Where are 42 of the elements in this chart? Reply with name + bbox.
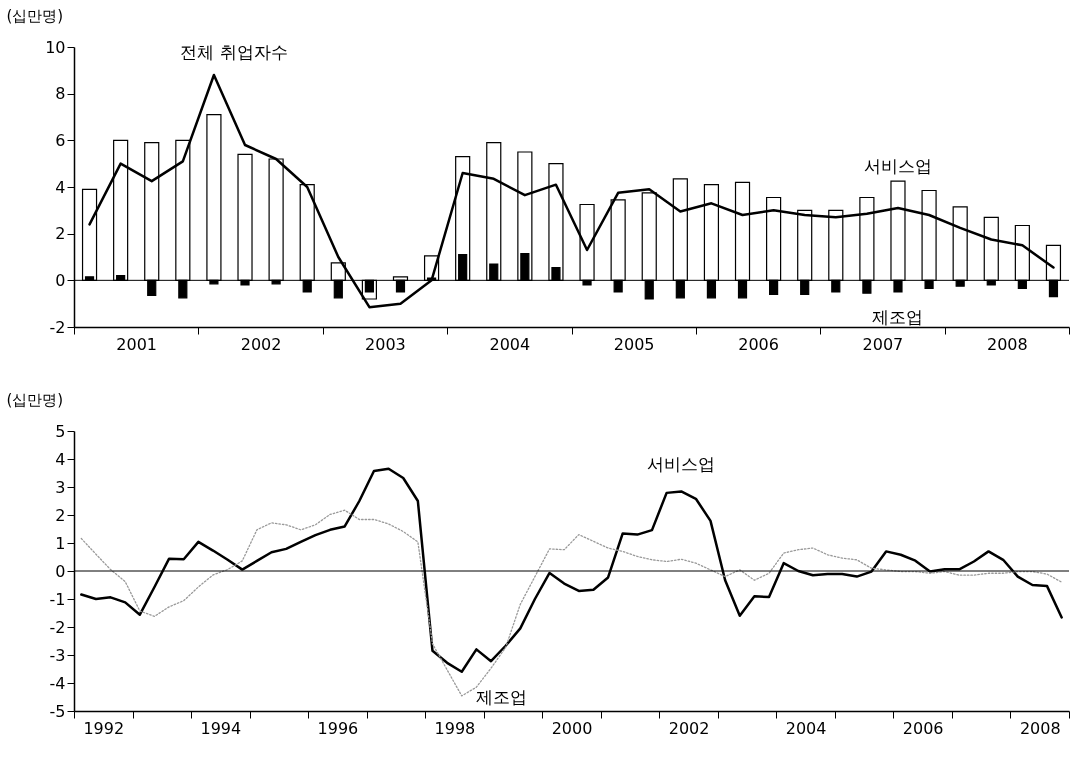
x-tick-label: 2003 bbox=[365, 334, 406, 354]
x-tick-label: 1996 bbox=[317, 718, 359, 738]
series-label: 전체 취업자수 bbox=[180, 42, 288, 62]
y-tick-label: 0 bbox=[55, 270, 66, 290]
series-label: 서비스업 bbox=[863, 156, 932, 177]
x-tick-label: 2002 bbox=[668, 718, 710, 738]
y-tick-label: 4 bbox=[55, 449, 66, 469]
x-tick-label: 2008 bbox=[1019, 718, 1061, 738]
x-tick-label: 2001 bbox=[116, 334, 158, 354]
y-axis-title: (십만명) bbox=[6, 6, 64, 25]
x-tick-label: 1994 bbox=[200, 718, 242, 738]
y-tick-label: -2 bbox=[49, 317, 66, 337]
series-label: 서비스업 bbox=[647, 454, 716, 475]
y-tick-label: -4 bbox=[49, 673, 66, 693]
y-tick-label: 5 bbox=[55, 421, 66, 441]
x-tick-label: 2006 bbox=[902, 718, 944, 738]
y-tick-label: 2 bbox=[55, 224, 66, 244]
y-tick-label: 0 bbox=[55, 561, 66, 581]
series-label: 제조업 bbox=[476, 686, 528, 707]
x-tick-label: 2008 bbox=[986, 334, 1028, 354]
x-tick-label: 2007 bbox=[862, 334, 904, 354]
series-label: 제조업 bbox=[872, 307, 924, 327]
y-axis-title: (십만명) bbox=[6, 390, 64, 409]
x-tick-label: 2005 bbox=[613, 334, 655, 354]
x-tick-label: 2000 bbox=[551, 718, 593, 738]
y-tick-label: 8 bbox=[55, 84, 66, 104]
y-tick-label: -2 bbox=[49, 617, 66, 637]
x-tick-label: 2002 bbox=[240, 334, 282, 354]
x-tick-label: 2004 bbox=[489, 334, 531, 354]
y-tick-label: 6 bbox=[55, 130, 66, 150]
y-tick-label: 2 bbox=[55, 505, 66, 525]
y-tick-label: 3 bbox=[55, 477, 66, 497]
y-tick-label: 1 bbox=[55, 533, 66, 553]
x-tick-label: 2004 bbox=[785, 718, 827, 738]
y-tick-label: 10 bbox=[45, 37, 66, 57]
x-tick-label: 2006 bbox=[738, 334, 779, 354]
x-tick-label: 1992 bbox=[83, 718, 125, 738]
y-tick-label: 4 bbox=[55, 177, 66, 197]
y-tick-label: -5 bbox=[49, 701, 66, 721]
y-tick-label: -3 bbox=[49, 645, 66, 665]
y-tick-label: -1 bbox=[49, 589, 66, 609]
x-tick-label: 1998 bbox=[434, 718, 476, 738]
